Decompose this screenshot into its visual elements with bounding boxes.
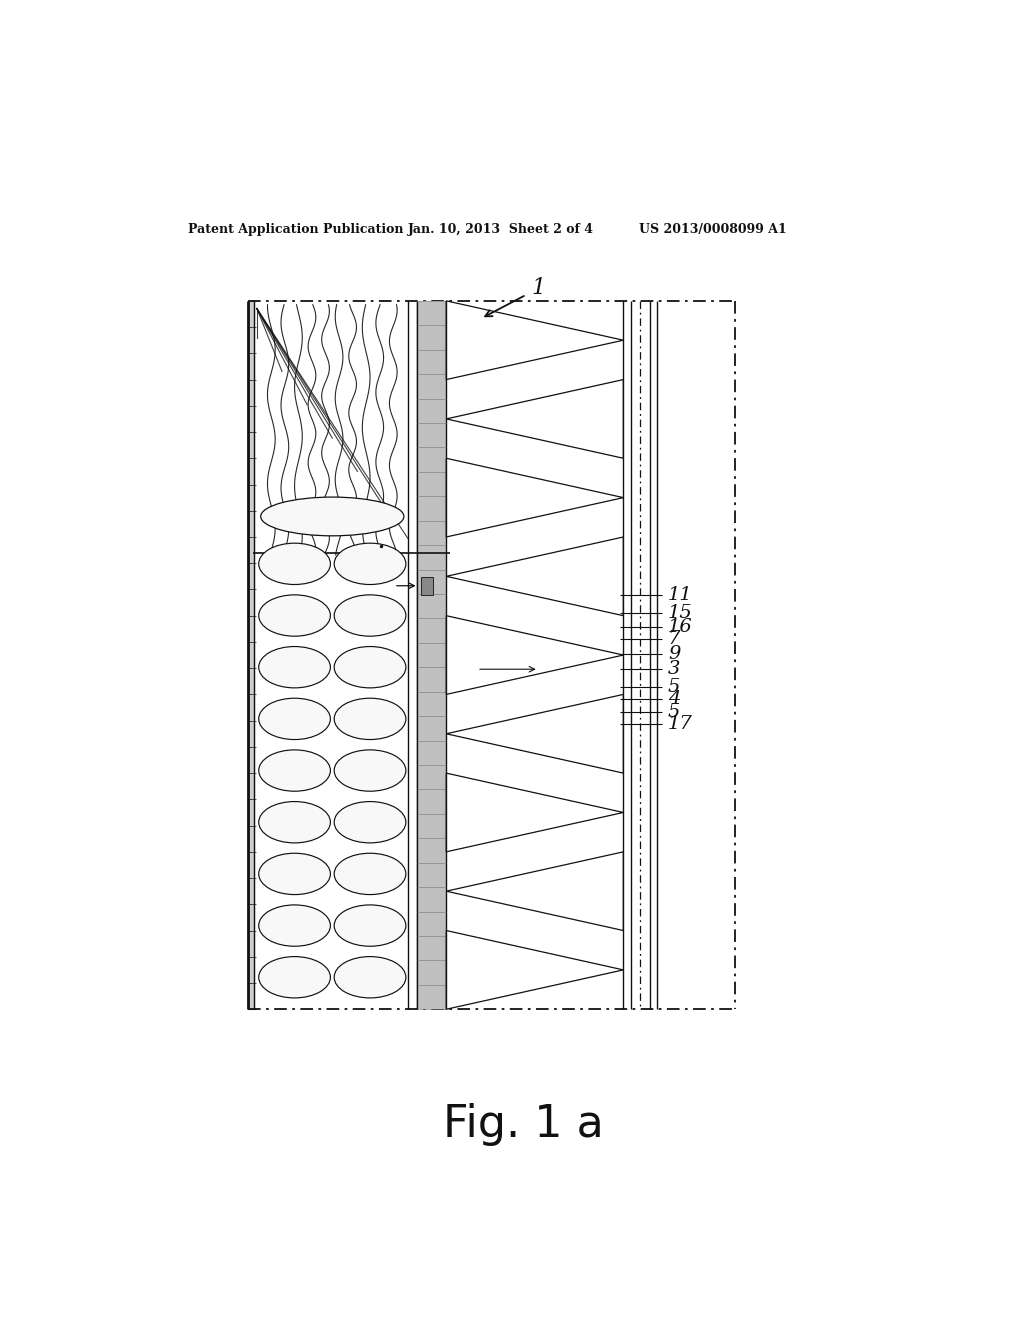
Ellipse shape — [259, 543, 331, 585]
Ellipse shape — [259, 595, 331, 636]
Ellipse shape — [334, 543, 406, 585]
Text: 15: 15 — [668, 603, 693, 622]
Ellipse shape — [259, 957, 331, 998]
Ellipse shape — [261, 498, 403, 536]
Text: Patent Application Publication: Patent Application Publication — [188, 223, 403, 236]
Ellipse shape — [259, 750, 331, 791]
Ellipse shape — [334, 801, 406, 843]
Text: 1: 1 — [531, 277, 546, 298]
Ellipse shape — [259, 647, 331, 688]
Ellipse shape — [259, 906, 331, 946]
Text: Jan. 10, 2013  Sheet 2 of 4: Jan. 10, 2013 Sheet 2 of 4 — [408, 223, 594, 236]
Bar — [421, 577, 433, 595]
Text: US 2013/0008099 A1: US 2013/0008099 A1 — [639, 223, 786, 236]
Text: 16: 16 — [668, 618, 693, 636]
Text: 7: 7 — [668, 631, 680, 648]
Ellipse shape — [334, 906, 406, 946]
Ellipse shape — [334, 698, 406, 739]
Ellipse shape — [334, 957, 406, 998]
Ellipse shape — [259, 698, 331, 739]
Ellipse shape — [334, 853, 406, 895]
Text: 9: 9 — [668, 644, 680, 663]
Ellipse shape — [259, 801, 331, 843]
Text: Fig. 1 a: Fig. 1 a — [443, 1104, 603, 1146]
Text: 5: 5 — [668, 678, 680, 696]
Text: 4: 4 — [668, 690, 680, 708]
Bar — [417, 301, 446, 1010]
Text: 5: 5 — [668, 702, 680, 721]
Ellipse shape — [334, 750, 406, 791]
Text: 3: 3 — [668, 660, 680, 678]
Ellipse shape — [334, 647, 406, 688]
Text: 11: 11 — [668, 586, 693, 603]
Text: 17: 17 — [668, 715, 693, 734]
Ellipse shape — [259, 853, 331, 895]
Ellipse shape — [334, 595, 406, 636]
